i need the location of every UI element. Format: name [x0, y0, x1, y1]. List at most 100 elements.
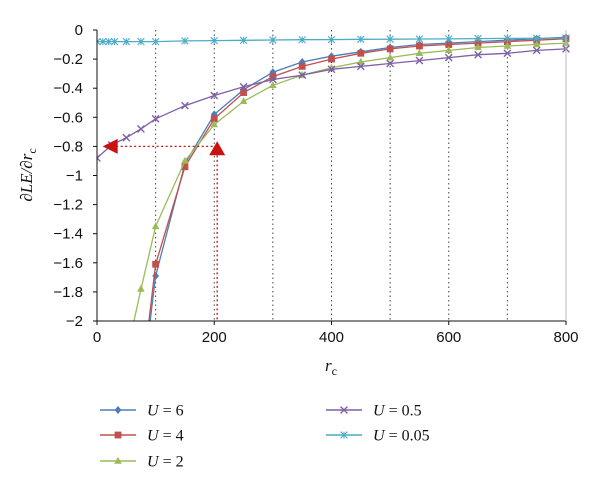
- marker-x: [268, 75, 277, 84]
- marker-asterisk: [97, 37, 101, 46]
- series-u-4: [148, 35, 570, 321]
- marker-asterisk: [239, 36, 248, 45]
- marker-x: [415, 56, 424, 65]
- series-line: [133, 42, 567, 321]
- marker-asterisk: [181, 37, 189, 45]
- marker-x: [340, 406, 348, 414]
- marker-triangle: [151, 222, 160, 230]
- y-tick-label: −1.6: [53, 255, 83, 272]
- marker-x: [356, 62, 365, 71]
- marker-triangle: [474, 43, 482, 51]
- marker-triangle: [114, 456, 122, 464]
- marker-asterisk: [298, 35, 306, 44]
- marker-asterisk: [386, 35, 394, 43]
- legend-item: U = 4: [100, 428, 184, 445]
- marker-x: [298, 71, 307, 79]
- marker-asterisk: [474, 34, 482, 43]
- marker-triangle: [181, 156, 189, 164]
- x-tick-label: 0: [93, 329, 101, 346]
- marker-asterisk: [99, 37, 107, 46]
- marker-x: [327, 65, 336, 74]
- annotation-triangle-left: [102, 138, 118, 154]
- marker-square: [357, 49, 365, 57]
- legend-item: U = 6: [100, 403, 184, 420]
- series-line: [149, 36, 567, 321]
- marker-square: [445, 41, 453, 48]
- marker-square: [240, 89, 247, 96]
- marker-triangle: [269, 81, 277, 89]
- marker-diamond: [152, 271, 160, 280]
- marker-asterisk: [151, 37, 160, 46]
- y-axis-label: ∂LE/∂rc: [17, 148, 39, 201]
- gridlines: [155, 30, 508, 321]
- marker-square: [298, 62, 306, 70]
- marker-asterisk: [444, 35, 453, 43]
- legend-item: U = 0.5: [326, 403, 422, 420]
- marker-triangle: [415, 49, 424, 56]
- marker-asterisk: [357, 35, 365, 44]
- marker-x: [151, 114, 160, 123]
- series-u-2: [133, 38, 570, 321]
- marker-x: [210, 91, 219, 100]
- marker-square: [152, 260, 160, 268]
- marker-square: [328, 55, 335, 63]
- marker-square: [386, 45, 394, 53]
- series-u-0-05: [97, 34, 570, 46]
- legend-item: U = 0.05: [326, 428, 430, 445]
- series-u-0-5: [97, 45, 570, 162]
- marker-triangle: [239, 97, 248, 105]
- marker-triangle: [137, 284, 145, 292]
- legend-label: U = 6: [147, 403, 184, 420]
- marker-triangle: [386, 53, 394, 61]
- marker-x: [97, 154, 101, 162]
- marker-asterisk: [532, 34, 541, 43]
- marker-asterisk: [210, 36, 219, 45]
- marker-square: [269, 73, 277, 80]
- series-line: [148, 38, 567, 321]
- y-tick-label: −1.8: [53, 284, 83, 301]
- marker-asterisk: [137, 37, 145, 46]
- marker-square: [210, 115, 218, 123]
- marker-x: [239, 82, 248, 91]
- marker-diamond: [269, 68, 277, 77]
- series-u-6: [149, 33, 570, 321]
- marker-x: [181, 101, 189, 110]
- marker-asterisk: [122, 37, 131, 46]
- marker-triangle: [532, 40, 541, 48]
- y-tick-label: −0.2: [53, 51, 83, 68]
- legend-label: U = 2: [147, 454, 184, 471]
- legend-label: U = 0.05: [373, 428, 430, 445]
- legend-label: U = 0.5: [373, 403, 422, 420]
- marker-x: [137, 125, 145, 133]
- y-tick-label: −0.8: [53, 138, 83, 155]
- marker-x: [122, 133, 131, 142]
- marker-x: [386, 59, 395, 68]
- y-tick-label: −1.4: [53, 226, 83, 243]
- x-tick-label: 200: [202, 329, 227, 346]
- y-tick-label: −0.6: [53, 109, 83, 126]
- x-tick-label: 800: [553, 329, 578, 346]
- x-tick-label: 400: [319, 329, 344, 346]
- legend: U = 6 U = 4 U = 2 U = 0.5 U = 0.05: [100, 403, 430, 471]
- legend-item: U = 2: [100, 454, 184, 471]
- marker-asterisk: [340, 431, 348, 439]
- annotation-triangle-up: [209, 141, 226, 156]
- y-tick-label: −1.2: [53, 197, 83, 214]
- marker-x: [503, 49, 512, 58]
- marker-asterisk: [104, 37, 113, 46]
- marker-asterisk: [269, 36, 277, 44]
- marker-square: [181, 163, 189, 171]
- marker-asterisk: [110, 37, 119, 46]
- annotations: [102, 138, 226, 321]
- marker-asterisk: [415, 35, 424, 43]
- marker-diamond: [114, 406, 122, 414]
- marker-asterisk: [327, 35, 336, 44]
- y-tick-label: −0.4: [53, 80, 83, 97]
- y-tick-label: −1: [66, 168, 83, 185]
- marker-triangle: [444, 46, 453, 54]
- tick-labels: 0 200 400 600 800 0 −0.2 −0.4 −0.6 −0.8 −1 −1.2 −1.4…: [53, 22, 578, 346]
- x-axis-label: rc: [325, 356, 337, 378]
- legend-label: U = 4: [147, 428, 184, 445]
- marker-x: [444, 53, 453, 62]
